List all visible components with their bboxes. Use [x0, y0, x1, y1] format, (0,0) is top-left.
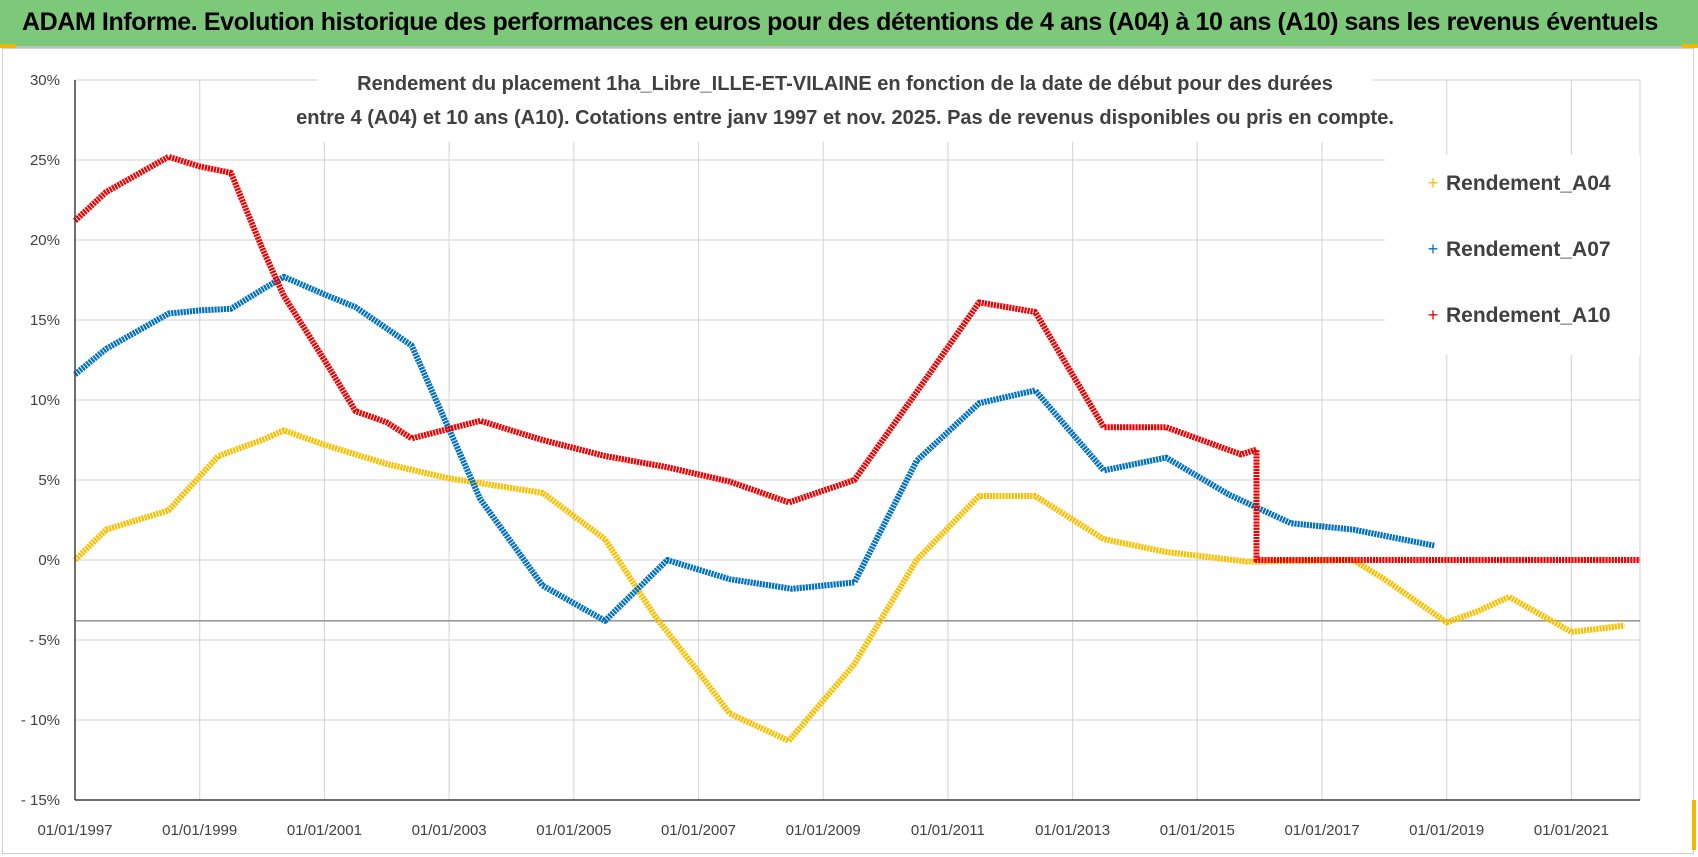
chart-title-background	[318, 62, 1372, 142]
legend: + Rendement_A04 + Rendement_A07 + Rendem…	[1385, 155, 1640, 355]
x-tick-label: 01/01/1997	[37, 822, 112, 839]
x-tick-label: 01/01/2007	[661, 822, 736, 839]
chart-title-line-2: entre 4 (A04) et 10 ans (A10). Cotations…	[296, 107, 1394, 129]
y-tick-label: 20%	[30, 232, 60, 249]
corner-mark-top-right	[1682, 44, 1698, 48]
legend-label-a10: Rendement_A10	[1446, 304, 1611, 327]
legend-background	[1385, 155, 1640, 355]
x-tick-label: 01/01/2015	[1160, 822, 1235, 839]
x-tick-label: 01/01/2021	[1534, 822, 1609, 839]
legend-marker-a07: +	[1428, 239, 1439, 259]
y-tick-label: 15%	[30, 312, 60, 329]
y-tick-label: 25%	[30, 152, 60, 169]
y-tick-label: 0%	[38, 552, 60, 569]
y-tick-label: - 10%	[21, 712, 60, 729]
y-tick-label: 10%	[30, 392, 60, 409]
legend-label-a07: Rendement_A07	[1446, 238, 1611, 261]
x-tick-label: 01/01/1999	[162, 822, 237, 839]
x-tick-label: 01/01/2017	[1284, 822, 1359, 839]
series-layer	[72, 153, 1640, 744]
corner-mark-top-left	[0, 44, 16, 48]
x-tick-label: 01/01/2011	[911, 822, 985, 839]
series-line-a04	[72, 427, 1625, 744]
y-axis: 30% 25% 20% 15% 10% 5% 0% - 5% - 10% - 15%	[21, 72, 76, 809]
x-tick-label: 01/01/2005	[536, 822, 611, 839]
x-tick-label: 01/01/2001	[287, 822, 362, 839]
chart-frame	[2, 48, 1694, 854]
series-line-a10	[72, 153, 1640, 563]
x-tick-label: 01/01/2009	[786, 822, 861, 839]
legend-marker-a04: +	[1428, 173, 1439, 193]
y-tick-label: - 15%	[21, 792, 60, 809]
y-tick-label: - 5%	[29, 632, 60, 649]
corner-mark-bottom-right	[1692, 800, 1696, 850]
y-tick-label: 5%	[38, 472, 60, 489]
y-tick-label: 30%	[30, 72, 60, 89]
series-line-a07	[73, 273, 1435, 624]
x-tick-label: 01/01/2019	[1409, 822, 1484, 839]
x-tick-label: 01/01/2013	[1035, 822, 1110, 839]
page-title: ADAM Informe. Evolution historique des p…	[22, 8, 1658, 36]
x-tick-label: 01/01/2003	[412, 822, 487, 839]
header-banner: ADAM Informe. Evolution historique des p…	[0, 0, 1698, 48]
chart-title-line-1: Rendement du placement 1ha_Libre_ILLE-ET…	[357, 73, 1333, 95]
legend-label-a04: Rendement_A04	[1446, 172, 1611, 195]
x-axis: 01/01/1997 01/01/1999 01/01/2001 01/01/2003…	[37, 799, 1640, 839]
legend-marker-a10: +	[1428, 305, 1439, 325]
